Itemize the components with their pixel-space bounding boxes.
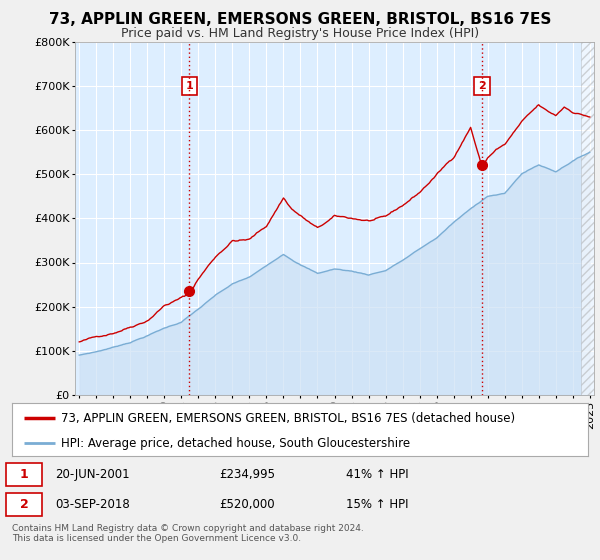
FancyBboxPatch shape	[6, 493, 42, 516]
Text: £234,995: £234,995	[220, 468, 275, 482]
Text: Contains HM Land Registry data © Crown copyright and database right 2024.
This d: Contains HM Land Registry data © Crown c…	[12, 524, 364, 543]
Text: 1: 1	[20, 468, 28, 482]
Text: Price paid vs. HM Land Registry's House Price Index (HPI): Price paid vs. HM Land Registry's House …	[121, 27, 479, 40]
Text: 73, APPLIN GREEN, EMERSONS GREEN, BRISTOL, BS16 7ES: 73, APPLIN GREEN, EMERSONS GREEN, BRISTO…	[49, 12, 551, 27]
Text: 2: 2	[20, 498, 28, 511]
Text: 73, APPLIN GREEN, EMERSONS GREEN, BRISTOL, BS16 7ES (detached house): 73, APPLIN GREEN, EMERSONS GREEN, BRISTO…	[61, 412, 515, 424]
Text: 2: 2	[478, 81, 486, 91]
Text: 20-JUN-2001: 20-JUN-2001	[55, 468, 130, 482]
Text: £520,000: £520,000	[220, 498, 275, 511]
Text: HPI: Average price, detached house, South Gloucestershire: HPI: Average price, detached house, Sout…	[61, 437, 410, 450]
Text: 1: 1	[185, 81, 193, 91]
FancyBboxPatch shape	[6, 463, 42, 487]
Text: 41% ↑ HPI: 41% ↑ HPI	[346, 468, 409, 482]
Text: 15% ↑ HPI: 15% ↑ HPI	[346, 498, 409, 511]
Text: 03-SEP-2018: 03-SEP-2018	[55, 498, 130, 511]
